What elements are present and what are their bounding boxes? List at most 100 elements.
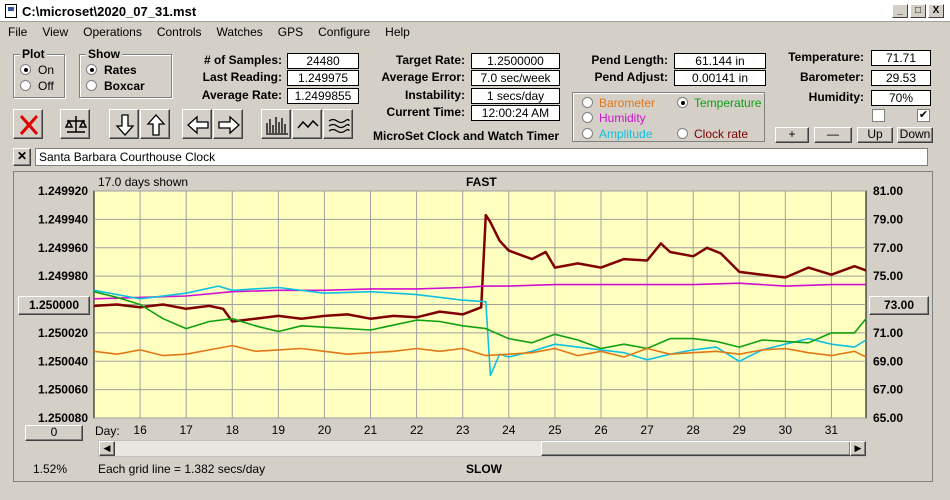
chart-frame (13, 171, 933, 482)
close-button[interactable]: X (928, 4, 944, 18)
show-boxcar-label: Boxcar (104, 79, 145, 93)
x-ticks: 16 17 18 19 20 21 22 23 24 25 26 27 28 29 30 31 (133, 423, 838, 437)
temperature-field: 71.71 (871, 50, 931, 66)
target-rate-label: Target Rate: (395, 53, 465, 67)
x-tick-label: 27 (640, 423, 654, 437)
y-right-tick-label: 69.00 (873, 354, 903, 368)
app-caption: MicroSet Clock and Watch Timer (373, 129, 560, 143)
wave-icon (328, 118, 350, 134)
y-right-tick-label: 67.00 (873, 383, 903, 397)
barometer-option-label: Barometer (599, 96, 656, 110)
average-error-label: Average Error: (381, 70, 465, 84)
menu-view[interactable]: View (42, 25, 69, 39)
clock-rate-option-label: Clock rate (694, 127, 749, 141)
arrow-right-button[interactable] (213, 109, 243, 139)
menu-controls[interactable]: Controls (156, 25, 202, 39)
baseline-rate-button[interactable]: 1.250000 (18, 296, 90, 315)
show-group: Show Rates Boxcar (79, 47, 172, 98)
barometer-radio[interactable] (582, 97, 593, 108)
barometer-label: Barometer: (799, 70, 864, 84)
series (93, 213, 867, 377)
humidity-radio[interactable] (582, 112, 593, 123)
scale-icon (64, 116, 88, 133)
arrow-left-icon (187, 115, 209, 135)
series-line-3 (93, 290, 867, 350)
red-x-icon (19, 115, 39, 135)
y-left-tick-label: 1.250040 (38, 354, 88, 368)
samples-field: 24480 (287, 53, 359, 69)
scroll-right-icon[interactable]: ▶ (850, 441, 866, 456)
menu-gps[interactable]: GPS (277, 25, 304, 39)
y-right-tick-label: 75.00 (873, 269, 903, 283)
menu-configure[interactable]: Configure (318, 25, 371, 39)
up-button[interactable]: Up (857, 127, 893, 143)
arrow-up-button[interactable] (140, 109, 170, 139)
minus-button[interactable]: — (814, 127, 852, 143)
menu-file[interactable]: File (8, 25, 28, 39)
minimize-button[interactable]: _ (892, 4, 908, 18)
stop-button[interactable] (13, 109, 43, 139)
target-rate-field[interactable]: 1.2500000 (471, 53, 560, 69)
pend-length-field[interactable]: 61.144 in (674, 53, 766, 69)
menu-help[interactable]: Help (385, 25, 410, 39)
pend-adjust-label: Pend Adjust: (594, 70, 668, 84)
balance-button[interactable] (60, 109, 90, 139)
option-checkbox-2[interactable]: ✔ (917, 109, 930, 122)
samples-label: # of Samples: (203, 53, 282, 67)
maximize-button[interactable]: □ (910, 4, 926, 18)
humidity-label: Humidity: (808, 90, 864, 104)
amplitude-radio[interactable] (582, 128, 593, 139)
y-right-tick-label: 65.00 (873, 411, 903, 425)
horizontal-scrollbar[interactable]: ◀ ▶ (98, 440, 866, 457)
plus-button[interactable]: + (775, 127, 809, 143)
menu-bar: File View Operations Controls Watches GPS Conf… (0, 22, 950, 42)
x-tick-label: 25 (548, 423, 562, 437)
show-boxcar-radio[interactable] (86, 80, 97, 91)
show-rates-label: Rates (104, 63, 137, 77)
temperature-radio[interactable] (677, 97, 688, 108)
days-shown-label: 17.0 days shown (98, 175, 189, 189)
plot-off-radio[interactable] (20, 80, 31, 91)
wave-view-button[interactable] (323, 109, 353, 139)
x-tick-label: 28 (686, 423, 700, 437)
x-tick-label: 22 (410, 423, 424, 437)
clear-name-button[interactable]: ✕ (13, 148, 31, 166)
fast-label: FAST (466, 175, 497, 189)
y-left-tick-label: 1.249980 (38, 269, 88, 283)
menu-operations[interactable]: Operations (83, 25, 142, 39)
arrow-right-icon (218, 115, 240, 135)
line-view-button[interactable] (292, 109, 322, 139)
clock-name-field[interactable]: Santa Barbara Courthouse Clock (35, 148, 928, 166)
scroll-left-icon[interactable]: ◀ (99, 441, 115, 456)
temperature-label: Temperature: (788, 50, 864, 64)
app-icon (5, 4, 17, 18)
average-rate-field: 1.2499855 (287, 88, 359, 104)
pend-length-label: Pend Length: (591, 53, 668, 67)
plot-on-radio[interactable] (20, 64, 31, 75)
down-button[interactable]: Down (897, 127, 933, 143)
current-time-field: 12:00:24 AM (471, 105, 560, 121)
y-left-ticks: 1.2499201.2499401.2499601.2499801.250000… (38, 184, 88, 425)
zero-button[interactable]: 0 (25, 425, 83, 441)
grid (94, 190, 866, 419)
x-tick-label: 21 (364, 423, 378, 437)
y-left-tick-label: 1.250020 (38, 326, 88, 340)
show-group-title: Show (86, 47, 122, 61)
menu-watches[interactable]: Watches (216, 25, 263, 39)
scroll-thumb[interactable] (541, 441, 851, 456)
arrow-down-button[interactable] (109, 109, 139, 139)
arrow-left-button[interactable] (182, 109, 212, 139)
x-tick-label: 16 (133, 423, 147, 437)
slow-label: SLOW (466, 462, 502, 476)
clock-rate-radio[interactable] (677, 128, 688, 139)
humidity-field: 70% (871, 90, 931, 106)
option-checkbox-1[interactable] (872, 109, 885, 122)
baseline-temp-button[interactable]: 73.00 (869, 296, 929, 315)
x-tick-label: 24 (502, 423, 516, 437)
bar-view-button[interactable] (261, 109, 291, 139)
y-right-tick-label: 71.00 (873, 326, 903, 340)
bar-chart-icon (266, 117, 288, 135)
show-rates-radio[interactable] (86, 64, 97, 75)
percent-label: 1.52% (33, 462, 68, 476)
